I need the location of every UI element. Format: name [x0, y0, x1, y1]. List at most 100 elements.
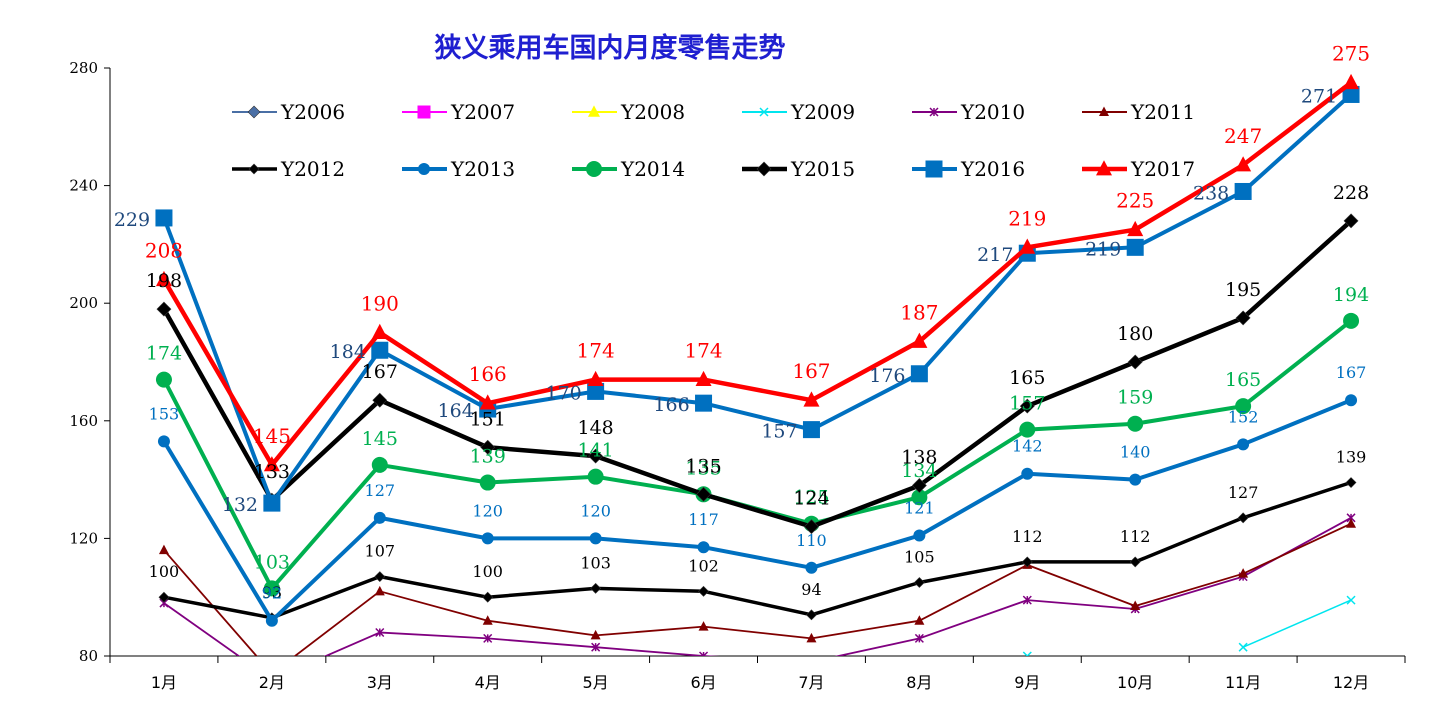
data-label: 100	[149, 562, 180, 581]
data-label: 170	[545, 382, 581, 404]
legend-item: Y2010	[912, 100, 1025, 124]
data-label: 167	[792, 359, 830, 383]
data-point	[1127, 354, 1143, 370]
data-label: 208	[145, 239, 183, 263]
series-line	[162, 398, 1352, 623]
series-y2013	[157, 394, 1358, 627]
data-point	[263, 580, 280, 597]
data-label: 184	[330, 341, 366, 363]
legend-item: Y2008	[572, 100, 685, 124]
data-point	[1126, 238, 1144, 256]
series-y2017	[155, 73, 1360, 472]
data-point	[374, 571, 386, 583]
data-label: 275	[1332, 42, 1370, 66]
x-tick-label: 12月	[1333, 673, 1369, 692]
data-label: 134	[901, 460, 937, 482]
legend-marker	[925, 160, 943, 178]
y-tick-label: 80	[79, 647, 98, 665]
data-point	[914, 615, 925, 625]
legend-label: Y2009	[790, 100, 855, 124]
data-point	[1235, 310, 1251, 326]
y-tick-label: 160	[69, 412, 98, 430]
data-label: 124	[793, 488, 829, 510]
data-point	[1234, 182, 1252, 200]
legend-marker	[756, 161, 772, 177]
data-label: 198	[146, 270, 182, 292]
data-point	[587, 370, 604, 387]
legend-label: Y2007	[450, 100, 515, 124]
data-label: 133	[254, 461, 290, 483]
data-label: 174	[146, 343, 182, 365]
data-point	[371, 323, 388, 339]
x-tick-label: 6月	[690, 673, 716, 692]
data-label: 139	[470, 446, 506, 468]
data-point	[805, 561, 818, 574]
series-lines	[155, 73, 1360, 666]
data-point	[699, 651, 709, 656]
data-label: 120	[580, 501, 611, 520]
data-point	[802, 421, 820, 439]
data-label: 138	[901, 446, 937, 468]
data-point	[1237, 438, 1250, 451]
legend-label: Y2017	[1130, 157, 1195, 181]
data-label: 165	[1009, 367, 1045, 389]
series-line	[163, 517, 1352, 656]
data-point	[155, 270, 172, 287]
data-label: 174	[684, 339, 722, 363]
data-point	[1021, 467, 1034, 480]
data-label: 92	[262, 584, 282, 603]
data-point	[1235, 156, 1252, 172]
data-point	[156, 301, 172, 317]
data-point	[155, 371, 172, 388]
legend-item: Y2017	[1082, 157, 1195, 181]
data-point	[696, 486, 711, 502]
data-point	[1346, 518, 1357, 528]
x-tick-label: 11月	[1225, 673, 1261, 692]
legend-item: Y2012	[232, 157, 345, 181]
data-point	[697, 541, 710, 554]
data-point	[371, 456, 388, 473]
legend-item: Y2013	[402, 157, 515, 181]
data-point	[591, 642, 601, 652]
data-label: 107	[365, 542, 396, 561]
x-tick-label: 1月	[151, 673, 177, 692]
data-point	[806, 609, 817, 621]
legend-marker	[248, 163, 260, 175]
data-point	[158, 591, 170, 603]
data-label: 164	[438, 400, 474, 422]
axes: 80 120 160 200 240 280 1月 2月 3月 4月 5月 6月 7月 8月 9月 10月 11…	[69, 59, 1406, 692]
data-label: 180	[1117, 323, 1153, 345]
data-label: 174	[577, 339, 615, 363]
legend-item: Y2007	[402, 100, 515, 124]
legend-label: Y2014	[620, 157, 685, 181]
legend-marker	[929, 107, 939, 117]
data-point	[807, 658, 815, 666]
data-label: 145	[362, 428, 398, 450]
data-point	[265, 614, 278, 627]
data-label: 140	[1120, 443, 1151, 462]
data-point	[911, 489, 928, 506]
data-point	[803, 391, 820, 407]
data-point	[375, 627, 385, 638]
data-label: 145	[253, 424, 291, 448]
data-point	[913, 529, 926, 542]
data-point	[1127, 415, 1144, 432]
data-label: 219	[1008, 206, 1046, 230]
data-point	[1019, 398, 1035, 414]
data-point	[479, 474, 496, 491]
y-tick-label: 120	[69, 529, 98, 547]
series-y2016	[155, 85, 1360, 512]
data-label: 93	[262, 583, 282, 602]
data-labels: 100 93 107 100 103 102 94 105 112 112 127 139 153 92 1…	[114, 42, 1370, 603]
data-point	[482, 591, 494, 603]
data-label: 152	[1228, 407, 1259, 426]
data-point	[913, 577, 925, 588]
data-label: 142	[1012, 437, 1043, 456]
y-tick-label: 280	[69, 59, 98, 77]
data-point	[479, 394, 496, 410]
x-tick-label: 9月	[1014, 673, 1040, 692]
legend-label: Y2011	[1130, 100, 1195, 124]
series-line	[163, 522, 1352, 656]
legend: Y2006 Y2007 Y2008 Y2009 Y2010 Y2011 Y2012 Y2013…	[232, 100, 1195, 181]
